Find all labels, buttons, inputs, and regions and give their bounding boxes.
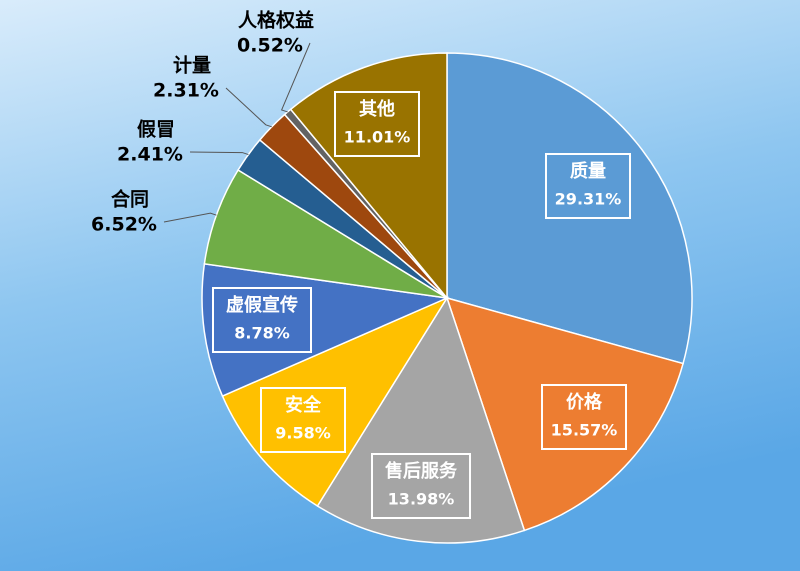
label-box (260, 387, 346, 453)
slice-label: 其他 (359, 98, 395, 120)
value-label: 8.78% (234, 324, 290, 343)
labels: 质量 29.31% 价格 15.57% 售后服务 13.98% 安全 9.58% 虚假宣传 8.7… (91, 9, 631, 519)
pie (201, 52, 693, 544)
slice-label: 安全 (285, 394, 322, 416)
value-label: 0.52% (237, 35, 303, 57)
label-box (545, 153, 631, 219)
pie-slice (445, 296, 684, 532)
value-label: 13.98% (388, 490, 455, 509)
leader-line (163, 212, 217, 223)
slice-label: 质量 (570, 160, 606, 182)
leader-line (225, 87, 272, 128)
pie-slice (201, 262, 450, 398)
value-label: 15.57% (551, 421, 618, 440)
pie-slice (446, 52, 693, 365)
value-label: 11.01% (344, 128, 411, 147)
leader-line (280, 42, 311, 113)
value-label: 29.31% (555, 190, 622, 209)
slice-label: 售后服务 (385, 460, 458, 482)
value-label: 2.31% (153, 80, 219, 102)
value-label: 6.52% (91, 214, 157, 236)
slice-label: 价格 (566, 391, 603, 413)
slice-label: 虚假宣传 (226, 294, 298, 316)
slice-label: 假冒 (137, 118, 175, 141)
value-label: 9.58% (275, 424, 331, 443)
pie-slice (289, 52, 448, 301)
slice-label: 合同 (111, 188, 149, 211)
label-box (334, 91, 420, 157)
value-label: 2.41% (117, 144, 183, 166)
pie-slice (316, 296, 526, 544)
slice-label: 计量 (173, 55, 211, 77)
pie-slice (221, 296, 449, 507)
slice-label: 人格权益 (238, 9, 314, 32)
label-box (212, 287, 312, 353)
label-box (371, 453, 471, 519)
label-box (541, 384, 627, 450)
leader-line (189, 151, 249, 156)
